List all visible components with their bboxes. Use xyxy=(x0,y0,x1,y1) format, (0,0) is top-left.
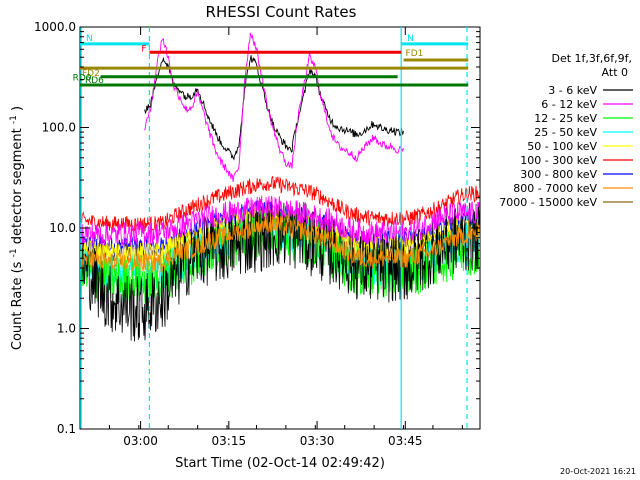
y-tick-label-4: 100.0 xyxy=(42,121,76,135)
legend-label-3: 12 - 25 keV xyxy=(534,112,597,125)
series-line-800-7000-kev xyxy=(80,215,480,273)
x-axis-label: Start Time (02-Oct-14 02:49:42) xyxy=(175,456,385,471)
svg-text:Count Rate (s -1: Count Rate (s -1 detector segment -1 ) xyxy=(5,106,25,350)
series-line-6-12-kev xyxy=(80,195,480,247)
axis-layer: 03:00 03:15 03:30 03:45 0.1 1.0 10.0 100.0 1000.… xyxy=(34,20,480,448)
attenuator-label-6: RD6 xyxy=(85,76,104,86)
series-line-100-300-kev xyxy=(80,175,480,233)
attenuator-label-1: N xyxy=(86,34,93,44)
footer-timestamp: 20-Oct-2021 16:21 xyxy=(560,467,636,476)
y-axis-label: Count Rate (s -1 detector segment -1 ) xyxy=(5,106,25,350)
legend-header-1: Det 1f,3f,6f,9f, xyxy=(551,52,632,65)
y-tick-label-2: 1.0 xyxy=(57,322,76,336)
x-tick-label-1: 03:00 xyxy=(123,434,158,448)
x-tick-label-3: 03:30 xyxy=(300,434,335,448)
attenuator-label-7: N xyxy=(407,34,414,44)
attenuator-label-5: RD0 xyxy=(73,74,92,84)
y-tick-label-5: 1000.0 xyxy=(34,20,76,34)
y-tick-label-3: 10.0 xyxy=(49,221,76,235)
flare-overlay-6-12-kev xyxy=(144,32,404,182)
chart-title: RHESSI Count Rates xyxy=(206,3,357,21)
attenuator-label-2: F xyxy=(141,44,146,54)
legend-label-4: 25 - 50 keV xyxy=(534,126,597,139)
legend-label-9: 7000 - 15000 keV xyxy=(499,196,597,209)
y-label-sup1: -1 xyxy=(9,248,19,257)
y-label-end: ) xyxy=(10,106,25,111)
legend-label-1: 3 - 6 keV xyxy=(548,84,597,97)
x-tick-label-4: 03:45 xyxy=(388,434,423,448)
legend-label-7: 300 - 800 keV xyxy=(520,168,597,181)
y-label-main: Count Rate (s xyxy=(10,261,25,350)
attenuator-label-4: FD2 xyxy=(82,69,100,79)
flare-overlay-3-6-kev xyxy=(144,55,404,161)
legend-label-6: 100 - 300 keV xyxy=(520,154,597,167)
legend-label-2: 6 - 12 keV xyxy=(541,98,597,111)
legend-label-8: 800 - 7000 keV xyxy=(513,182,597,195)
series-layer xyxy=(80,32,480,342)
y-label-sup2: -1 xyxy=(9,115,19,124)
y-tick-label-1: 0.1 xyxy=(57,422,76,436)
x-tick-label-2: 03:15 xyxy=(212,434,247,448)
legend-label-5: 50 - 100 keV xyxy=(527,140,597,153)
legend-header-2: Att 0 xyxy=(602,66,628,79)
y-label-mid: detector segment xyxy=(10,128,25,244)
attenuator-label-3: FD1 xyxy=(406,49,424,59)
